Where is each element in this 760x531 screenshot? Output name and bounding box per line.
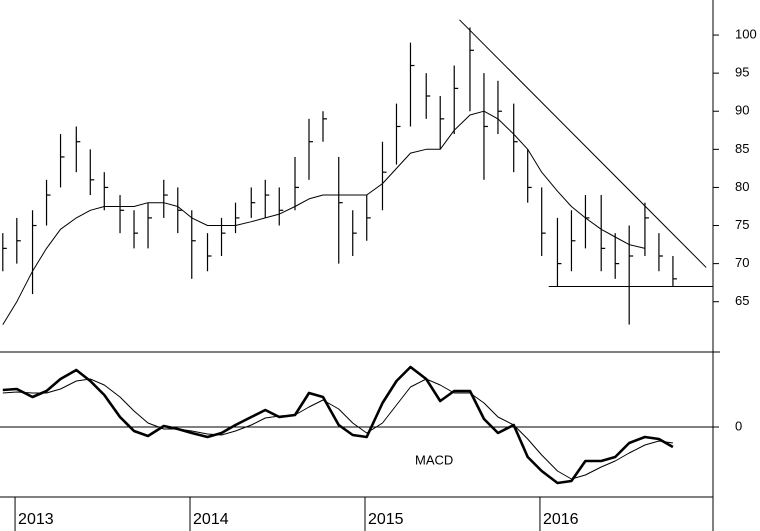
y-tick-label: 100 (735, 26, 757, 41)
y-tick-label: 65 (735, 293, 749, 308)
x-tick-label: 2013 (18, 511, 54, 528)
x-tick-label: 2016 (543, 511, 579, 528)
y-tick-label: 0 (735, 418, 742, 433)
x-tick-label: 2014 (193, 511, 229, 528)
annotation: MACD (415, 452, 453, 467)
y-tick-label: 85 (735, 141, 749, 156)
y-tick-label: 80 (735, 179, 749, 194)
y-tick-label: 75 (735, 217, 749, 232)
y-tick-label: 95 (735, 65, 749, 80)
moving-average (2, 110, 646, 325)
y-tick-label: 70 (735, 255, 749, 270)
x-tick-label: 2015 (368, 511, 404, 528)
macd-line (2, 365, 674, 485)
y-tick-label: 90 (735, 103, 749, 118)
trendline (459, 19, 707, 268)
signal-line (2, 378, 673, 480)
